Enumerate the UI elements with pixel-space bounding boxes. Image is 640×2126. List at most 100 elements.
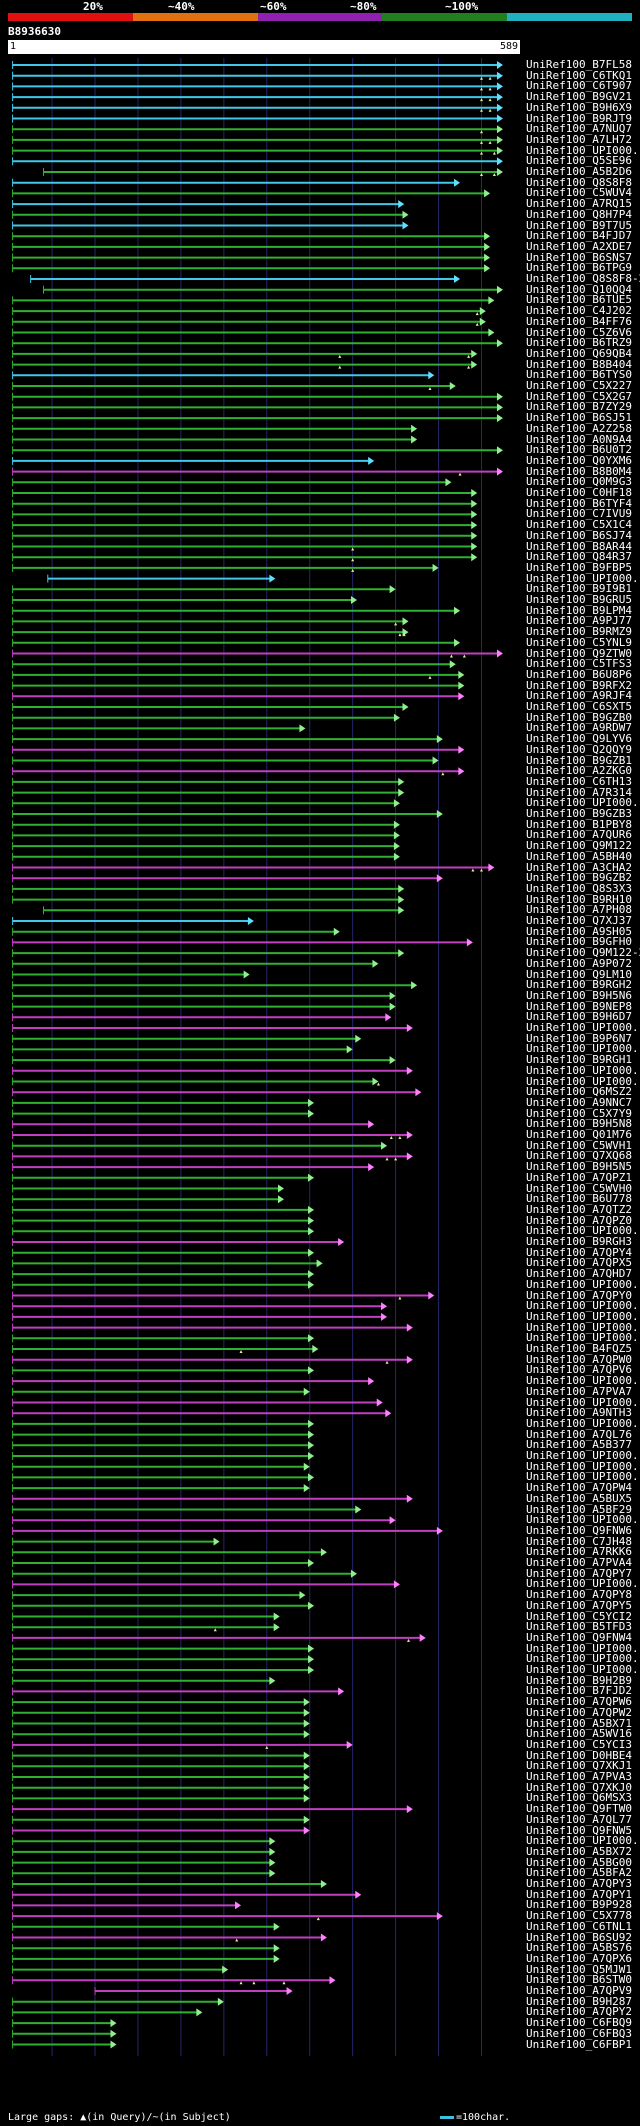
hit-label[interactable]: UniRef100_Q9FNW5	[526, 1823, 632, 1837]
hit-label[interactable]: UniRef100_A5WV16	[526, 1727, 632, 1741]
hit-label[interactable]: UniRef100_Q7XKJ0	[526, 1780, 632, 1794]
hit-label[interactable]: UniRef100_B5TFD3	[526, 1620, 632, 1634]
hit-label[interactable]: UniRef100_A7PVA3	[526, 1770, 632, 1783]
hit-label[interactable]: UniRef100_Q5MJW1	[526, 1962, 632, 1976]
hit-label[interactable]: UniRef100_Q8S8F8-2	[526, 272, 640, 285]
hit-label[interactable]: UniRef100_Q01M76	[526, 1128, 632, 1141]
hit-label[interactable]: UniRef100_C6FBP1	[526, 2037, 632, 2051]
hit-label[interactable]: UniRef100_B9H2B9	[526, 1673, 632, 1687]
hit-label[interactable]: UniRef100_UPI000...	[526, 796, 640, 810]
hit-label[interactable]: UniRef100_A7QPV9	[526, 1984, 632, 1997]
hit-label[interactable]: UniRef100_B9P928	[526, 1898, 632, 1912]
hit-label[interactable]: UniRef100_A7QPX6	[526, 1951, 632, 1965]
hit-label[interactable]: UniRef100_Q9M122	[526, 839, 632, 853]
hit-label[interactable]: UniRef100_B9RGH2	[526, 978, 632, 992]
hit-label[interactable]: UniRef100_C0HF18	[526, 486, 632, 499]
hit-label[interactable]: UniRef100_Q8S8F8	[526, 175, 632, 189]
hit-label[interactable]: UniRef100_C5TFS3	[526, 657, 632, 671]
hit-label[interactable]: UniRef100_B9LPM4	[526, 603, 632, 617]
hit-label[interactable]: UniRef100_B7FJD2	[526, 1684, 632, 1698]
hit-label[interactable]: UniRef100_A7QPY7	[526, 1566, 632, 1580]
hit-label[interactable]: UniRef100_B9RH10	[526, 892, 632, 906]
hit-label[interactable]: UniRef100_B4FF76	[526, 314, 632, 328]
hit-label[interactable]: UniRef100_A7QPW2	[526, 1705, 632, 1719]
hit-label[interactable]: UniRef100_B9RGH3	[526, 1235, 632, 1248]
hit-label[interactable]: UniRef100_A7PVA4	[526, 1556, 632, 1569]
hit-label[interactable]: UniRef100_B9H287	[526, 1994, 632, 2008]
hit-label[interactable]: UniRef100_A2XDE7	[526, 239, 632, 253]
hit-label[interactable]: UniRef100_C5YCI2	[526, 1609, 632, 1623]
hit-label[interactable]: UniRef100_D0HBE4	[526, 1748, 632, 1762]
hit-label[interactable]: UniRef100_Q69QB4	[526, 346, 632, 360]
hit-label[interactable]: UniRef100_A5BS76	[526, 1941, 632, 1955]
hit-label[interactable]: UniRef100_B1PBY8	[526, 817, 632, 831]
hit-label[interactable]: UniRef100_A2ZKG0	[526, 764, 632, 778]
hit-label[interactable]: UniRef100_C5X778	[526, 1909, 632, 1923]
hit-label[interactable]: UniRef100_UPI000...	[526, 1374, 640, 1388]
hit-label[interactable]: UniRef100_A9NNC7	[526, 1095, 632, 1109]
hit-label[interactable]: UniRef100_B9RFX2	[526, 678, 632, 692]
hit-label[interactable]: UniRef100_B6SJ51	[526, 411, 632, 425]
hit-label[interactable]: UniRef100_C7IVU9	[526, 507, 632, 521]
hit-label[interactable]: UniRef100_Q9FTW0	[526, 1802, 632, 1816]
hit-label[interactable]: UniRef100_UPI000...	[526, 571, 640, 585]
hit-label[interactable]: UniRef100_Q5SE96	[526, 154, 632, 168]
hit-label[interactable]: UniRef100_C5X1C4	[526, 518, 632, 532]
hit-label[interactable]: UniRef100_B9RJT9	[526, 111, 632, 125]
hit-label[interactable]: UniRef100_UPI000...	[526, 1021, 640, 1034]
hit-label[interactable]: UniRef100_C5YCI3	[526, 1737, 632, 1751]
hit-label[interactable]: UniRef100_B9I9B1	[526, 582, 632, 596]
hit-label[interactable]: UniRef100_Q8S3X3	[526, 881, 632, 895]
hit-label[interactable]: UniRef100_UPI000...	[526, 1331, 640, 1345]
hit-label[interactable]: UniRef100_UPI000...	[526, 1063, 640, 1077]
hit-label[interactable]: UniRef100_Q6MSZ2	[526, 1085, 632, 1099]
hit-label[interactable]: UniRef100_UPI000...	[526, 1074, 640, 1088]
hit-label[interactable]: UniRef100_A7QUR6	[526, 828, 632, 842]
hit-label[interactable]: UniRef100_A7LH72	[526, 132, 632, 146]
hit-label[interactable]: UniRef100_B9H5N6	[526, 988, 632, 1002]
hit-label[interactable]: UniRef100_B6U778	[526, 1192, 632, 1206]
hit-label[interactable]: UniRef100_A7QPY2	[526, 2005, 632, 2019]
hit-label[interactable]: UniRef100_A7QPW0	[526, 1352, 632, 1366]
hit-label[interactable]: UniRef100_C6FBQ3	[526, 2026, 632, 2040]
hit-label[interactable]: UniRef100_Q8H7P4	[526, 207, 632, 221]
hit-label[interactable]: UniRef100_A7NUQ7	[526, 122, 632, 136]
hit-label[interactable]: UniRef100_C5X2G7	[526, 389, 632, 403]
hit-label[interactable]: UniRef100_A7R314	[526, 785, 632, 799]
hit-label[interactable]: UniRef100_A7PH08	[526, 903, 632, 917]
hit-label[interactable]: UniRef100_UPI000...	[526, 1513, 640, 1527]
hit-label[interactable]: UniRef100_Q84R37	[526, 550, 632, 564]
hit-label[interactable]: UniRef100_B6SNS7	[526, 250, 632, 264]
hit-label[interactable]: UniRef100_C5WUV4	[526, 186, 632, 200]
hit-label[interactable]: UniRef100_A5BUX5	[526, 1491, 632, 1505]
hit-label[interactable]: UniRef100_B9GRU5	[526, 593, 632, 606]
hit-label[interactable]: UniRef100_UPI000...	[526, 1577, 640, 1591]
hit-label[interactable]: UniRef100_Q0YXM6	[526, 453, 632, 467]
hit-label[interactable]: UniRef100_C6TNL1	[526, 1919, 632, 1933]
hit-label[interactable]: UniRef100_Q7XQ68	[526, 1149, 632, 1163]
hit-label[interactable]: UniRef100_B9GV21	[526, 90, 632, 104]
hit-label[interactable]: UniRef100_A7QPW4	[526, 1481, 632, 1495]
hit-label[interactable]: UniRef100_Q9LYV6	[526, 732, 632, 746]
hit-label[interactable]: UniRef100_UPI000...	[526, 1449, 640, 1462]
hit-label[interactable]: UniRef100_A5BX71	[526, 1716, 632, 1730]
hit-label[interactable]: UniRef100_C5WVH1	[526, 1138, 632, 1152]
hit-label[interactable]: UniRef100_UPI000...	[526, 143, 640, 157]
hit-label[interactable]: UniRef100_A7QTZ2	[526, 1202, 632, 1216]
hit-label[interactable]: UniRef100_UPI000...	[526, 1395, 640, 1409]
hit-label[interactable]: UniRef100_UPI000...	[526, 1641, 640, 1655]
hit-label[interactable]: UniRef100_Q10QQ4	[526, 282, 632, 296]
hit-label[interactable]: UniRef100_UPI000...	[526, 1224, 640, 1238]
hit-label[interactable]: UniRef100_B9GZB3	[526, 807, 632, 820]
hit-label[interactable]: UniRef100_Q6MSX3	[526, 1791, 632, 1805]
hit-label[interactable]: UniRef100_A7QPY4	[526, 1245, 632, 1259]
hit-label[interactable]: UniRef100_UPI000...	[526, 1470, 640, 1484]
hit-label[interactable]: UniRef100_B9GZB0	[526, 710, 632, 724]
hit-label[interactable]: UniRef100_UPI000...	[526, 1299, 640, 1313]
hit-label[interactable]: UniRef100_A5BX72	[526, 1844, 632, 1858]
hit-label[interactable]: UniRef100_B9H5N5	[526, 1160, 632, 1174]
hit-label[interactable]: UniRef100_B9P6N7	[526, 1031, 632, 1045]
hit-label[interactable]: UniRef100_B9GFH0	[526, 935, 632, 949]
hit-label[interactable]: UniRef100_A9RJF4	[526, 689, 632, 703]
hit-label[interactable]: UniRef100_B9H6D7	[526, 1010, 632, 1024]
